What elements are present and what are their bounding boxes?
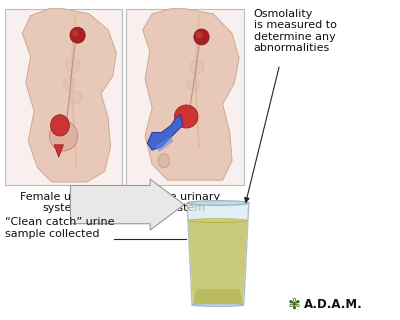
Polygon shape bbox=[143, 9, 239, 180]
Polygon shape bbox=[22, 9, 116, 182]
Polygon shape bbox=[193, 289, 243, 304]
Ellipse shape bbox=[193, 303, 243, 307]
Ellipse shape bbox=[196, 32, 203, 39]
Ellipse shape bbox=[174, 105, 198, 128]
Ellipse shape bbox=[188, 219, 248, 222]
Ellipse shape bbox=[194, 29, 209, 45]
Ellipse shape bbox=[187, 201, 249, 205]
FancyBboxPatch shape bbox=[5, 9, 122, 186]
Ellipse shape bbox=[69, 91, 82, 103]
Ellipse shape bbox=[70, 27, 85, 43]
Ellipse shape bbox=[72, 30, 79, 37]
Ellipse shape bbox=[66, 58, 80, 72]
Polygon shape bbox=[188, 220, 248, 304]
Text: Osmolality
is measured to
determine any
abnormalities: Osmolality is measured to determine any … bbox=[254, 9, 337, 53]
Text: ✾: ✾ bbox=[288, 296, 300, 311]
Ellipse shape bbox=[49, 121, 78, 151]
Ellipse shape bbox=[64, 77, 75, 89]
Polygon shape bbox=[156, 136, 173, 152]
Ellipse shape bbox=[158, 154, 170, 168]
Polygon shape bbox=[187, 203, 249, 305]
Ellipse shape bbox=[190, 60, 204, 74]
Polygon shape bbox=[70, 179, 184, 230]
Polygon shape bbox=[148, 115, 183, 150]
Text: “Clean catch” urine
sample collected: “Clean catch” urine sample collected bbox=[5, 217, 114, 239]
Text: A.D.A.M.: A.D.A.M. bbox=[304, 298, 362, 311]
FancyBboxPatch shape bbox=[126, 9, 244, 186]
Ellipse shape bbox=[50, 115, 69, 136]
Text: Male urinary
system: Male urinary system bbox=[150, 192, 220, 213]
Polygon shape bbox=[54, 145, 64, 157]
Ellipse shape bbox=[188, 79, 199, 90]
Text: Female urinary
system: Female urinary system bbox=[20, 192, 104, 213]
